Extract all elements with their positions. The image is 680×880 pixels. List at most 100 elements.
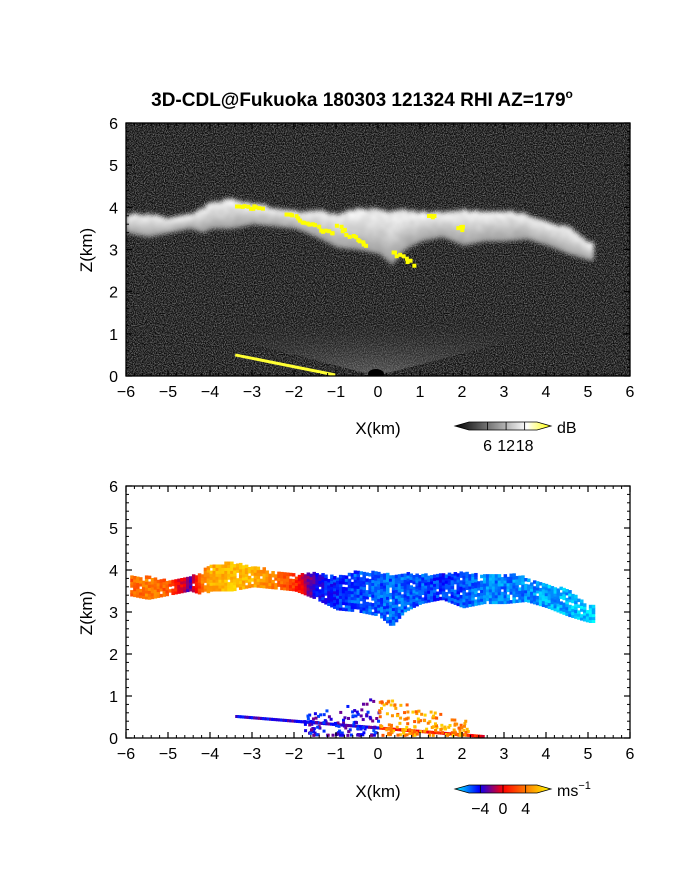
echo-cell xyxy=(511,237,515,241)
velocity-cell xyxy=(144,575,149,579)
echo-cell xyxy=(558,229,562,233)
velocity-cell xyxy=(582,612,587,616)
velocity-cell xyxy=(197,573,202,577)
echo-cell xyxy=(519,233,524,237)
velocity-cell xyxy=(524,589,528,594)
velocity-cell xyxy=(368,605,372,609)
echo-cell xyxy=(320,209,324,214)
echo-cell xyxy=(302,225,306,230)
velocity-cell xyxy=(494,591,499,596)
velocity-cell xyxy=(433,592,437,596)
echo-cell xyxy=(364,242,368,246)
velocity-cell xyxy=(371,585,375,589)
echo-cell xyxy=(343,218,347,222)
velocity-cell xyxy=(371,591,375,595)
velocity-cell xyxy=(238,571,243,576)
velocity-cell xyxy=(333,602,337,606)
velocity-cell xyxy=(488,588,493,593)
echo-cell xyxy=(484,238,489,242)
near-field-velocity-cell xyxy=(337,724,341,728)
velocity-cell xyxy=(474,593,478,598)
echo-cell xyxy=(569,227,574,232)
velocity-cell xyxy=(280,577,284,582)
near-field-velocity-cell xyxy=(394,706,398,710)
near-field-velocity-cell xyxy=(402,731,406,735)
echo-cell xyxy=(446,227,450,231)
velocity-cell xyxy=(532,600,537,605)
echo-cell xyxy=(467,238,471,242)
echo-cell xyxy=(390,228,394,233)
velocity-cell xyxy=(150,580,155,585)
velocity-cell xyxy=(271,582,275,587)
echo-cell xyxy=(190,220,195,224)
velocity-cell xyxy=(532,580,537,584)
near-field-velocity-cell xyxy=(423,713,427,717)
velocity-cell xyxy=(300,575,305,580)
velocity-cell xyxy=(318,595,322,599)
strong-echo-cell xyxy=(398,252,403,257)
near-field-velocity-cell xyxy=(450,718,454,722)
echo-cell xyxy=(490,238,494,242)
near-field-velocity-cell xyxy=(444,727,448,731)
velocity-cell xyxy=(591,610,596,615)
velocity-cell xyxy=(374,612,378,616)
velocity-cell xyxy=(544,598,549,603)
velocity-cell xyxy=(362,601,366,605)
velocity-cell xyxy=(571,596,575,601)
velocity-cell xyxy=(383,582,387,586)
velocity-cell xyxy=(400,600,405,604)
echo-cell xyxy=(334,214,339,218)
velocity-cell xyxy=(453,572,458,576)
echo-cell xyxy=(314,212,318,217)
velocity-cell xyxy=(550,594,555,599)
velocity-cell xyxy=(530,591,534,595)
velocity-cell xyxy=(224,576,228,580)
echo-cell xyxy=(431,220,436,225)
velocity-cell xyxy=(568,607,572,612)
velocity-cell xyxy=(250,566,255,570)
velocity-cell xyxy=(274,583,278,587)
near-field-velocity-cell xyxy=(457,726,461,730)
near-field-velocity-cell xyxy=(405,725,409,729)
echo-cell xyxy=(549,225,553,230)
echo-cell xyxy=(396,213,400,217)
echo-cell xyxy=(458,211,462,215)
velocity-cell xyxy=(324,586,328,590)
velocity-cell xyxy=(368,590,372,595)
echo-cell xyxy=(205,218,209,223)
velocity-cell xyxy=(447,578,452,583)
echo-cell xyxy=(531,237,536,242)
near-field-velocity-cell xyxy=(380,725,384,729)
echo-cell xyxy=(317,234,321,239)
echo-cell xyxy=(375,250,380,254)
strong-echo-cell xyxy=(364,243,369,248)
near-field-velocity-cell xyxy=(346,733,350,737)
velocity-cell xyxy=(268,576,272,581)
y-axis-label: Z(km) xyxy=(77,591,96,635)
echo-cell xyxy=(552,233,556,237)
echo-cell xyxy=(467,211,471,216)
x-axis-label: X(km) xyxy=(355,419,400,438)
echo-cell xyxy=(549,222,553,227)
echo-cell xyxy=(370,216,374,221)
echo-cell xyxy=(158,228,162,233)
velocity-cell xyxy=(324,574,328,579)
velocity-cell xyxy=(374,603,378,608)
echo-cell xyxy=(393,222,397,226)
velocity-cell xyxy=(288,578,293,583)
echo-cell xyxy=(170,220,174,224)
velocity-cell xyxy=(468,574,472,578)
echo-cell xyxy=(537,222,541,226)
near-field-velocity-cell xyxy=(338,729,342,733)
echo-cell xyxy=(484,235,489,239)
echo-cell xyxy=(422,237,427,241)
echo-cell xyxy=(422,210,427,215)
velocity-cell xyxy=(350,587,355,592)
echo-cell xyxy=(355,207,359,212)
velocity-cell xyxy=(430,586,434,591)
velocity-cell xyxy=(330,592,334,596)
echo-cell xyxy=(149,221,153,225)
echo-cell xyxy=(378,221,383,226)
velocity-cell xyxy=(424,573,428,577)
velocity-cell xyxy=(441,579,446,583)
